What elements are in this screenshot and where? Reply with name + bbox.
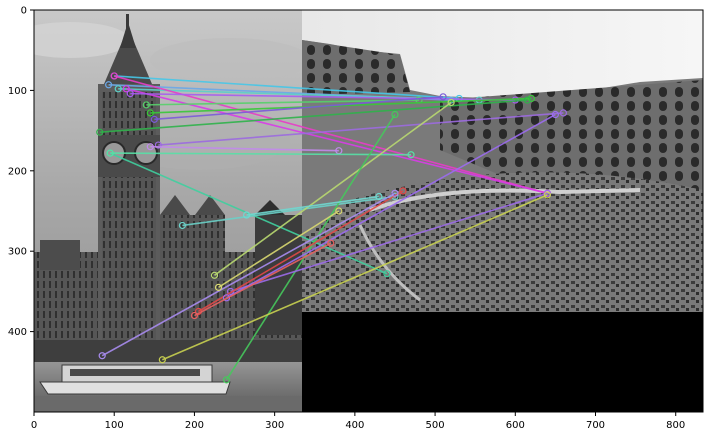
left-image-big-ben: [34, 10, 310, 412]
keypoint-23-left: [242, 211, 251, 219]
keypoint-16-left: [222, 376, 231, 384]
keypoint-13-right: [407, 151, 415, 159]
x-tick-label: 100: [105, 420, 124, 431]
x-tick-label: 0: [31, 420, 37, 431]
match-line-10: [158, 112, 564, 146]
keypoint-16-right: [391, 110, 399, 119]
x-axis: 0 100 200 300 400 500 600 700 800: [31, 412, 685, 431]
match-line-11: [150, 145, 339, 152]
keypoint-19-left: [158, 356, 166, 364]
x-tick-label: 800: [666, 420, 685, 431]
keypoint-24-left: [190, 311, 199, 320]
match-line-22: [218, 210, 340, 289]
keypoint-8-left: [150, 115, 158, 123]
match-line-9: [99, 99, 528, 134]
keypoint-7-right: [527, 94, 535, 103]
match-line-16: [225, 114, 396, 381]
keypoint-20-left: [98, 352, 106, 360]
keypoint-10-left: [154, 141, 162, 149]
match-line-24: [194, 242, 332, 317]
match-line-19: [162, 194, 548, 361]
x-tick-label: 300: [265, 420, 284, 431]
keypoint-11-left: [146, 143, 154, 151]
right-image-colosseum: [302, 10, 703, 412]
keypoint-5-left: [126, 90, 134, 98]
keypoint-2-left: [114, 85, 122, 93]
x-tick-label: 600: [506, 420, 525, 431]
x-tick-label: 700: [586, 420, 605, 431]
match-line-18: [198, 190, 404, 313]
keypoint-20-right: [391, 189, 399, 197]
match-line-7: [150, 97, 532, 114]
match-line-0: [114, 75, 460, 100]
match-line-21: [226, 113, 556, 299]
match-line-15: [214, 101, 452, 276]
y-tick-label: 100: [8, 86, 27, 97]
keypoint-24-right: [327, 239, 335, 247]
keypoint-8-right: [439, 93, 447, 101]
match-line-14: [182, 195, 396, 227]
keypoint-23-right: [375, 192, 383, 201]
keypoint-3-left: [110, 72, 118, 80]
match-line-3: [114, 75, 548, 195]
match-line-6: [146, 99, 420, 106]
keypoint-matches: [96, 72, 568, 384]
match-line-13: [110, 152, 412, 156]
y-tick-label: 400: [8, 327, 27, 338]
keypoint-12-right: [383, 270, 391, 278]
keypoint-15-right: [447, 98, 455, 107]
keypoint-4-left: [122, 85, 130, 93]
keypoint-6-left: [142, 101, 150, 109]
keypoint-9-right: [523, 96, 531, 104]
keypoint-7-left: [146, 109, 154, 117]
match-line-23: [246, 195, 380, 216]
x-tick-label: 200: [185, 420, 204, 431]
keypoint-9-left: [96, 128, 104, 136]
keypoint-21-left: [222, 294, 231, 302]
match-line-17: [230, 192, 548, 293]
keypoint-1-left: [105, 81, 113, 89]
keypoint-15-left: [210, 271, 219, 279]
keypoint-21-right: [551, 110, 560, 119]
keypoint-22-left: [214, 283, 223, 291]
y-tick-label: 0: [21, 6, 27, 17]
keypoint-10-right: [559, 109, 568, 117]
keypoint-19-right: [543, 191, 551, 199]
plot-frame: [33, 9, 704, 413]
x-tick-label: 500: [426, 420, 445, 431]
match-line-8: [154, 96, 444, 121]
match-line-4: [126, 88, 548, 195]
keypoint-22-right: [335, 207, 343, 215]
y-tick-label: 200: [8, 166, 27, 177]
y-axis: 0 100 200 300 400: [8, 6, 34, 338]
y-tick-label: 300: [8, 247, 27, 258]
keypoint-13-left: [106, 149, 114, 157]
match-line-20: [101, 192, 396, 357]
keypoint-18-right: [399, 187, 407, 195]
keypoint-14-left: [178, 221, 186, 230]
x-tick-label: 400: [345, 420, 364, 431]
plot-area: [34, 10, 703, 412]
